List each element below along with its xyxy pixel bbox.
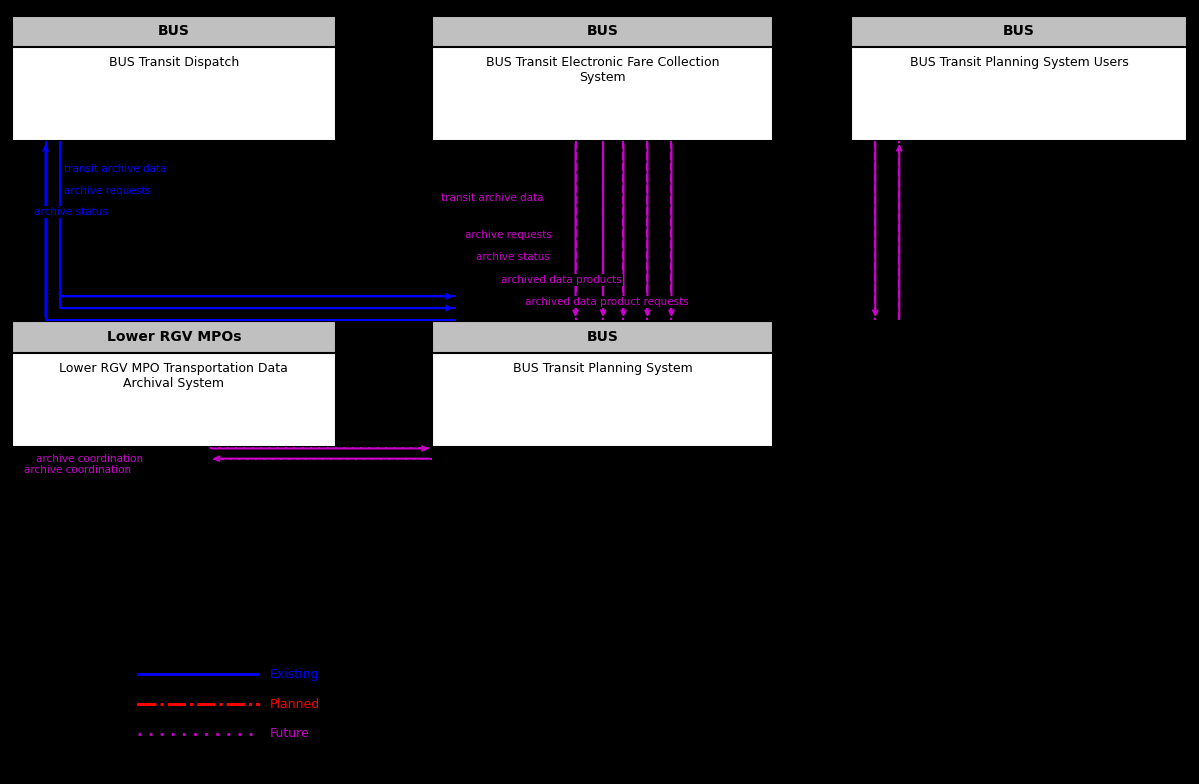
Text: transit archive data: transit archive data bbox=[441, 193, 543, 202]
Text: archive requests: archive requests bbox=[64, 186, 150, 195]
Bar bbox=[12, 321, 336, 447]
Bar bbox=[12, 16, 336, 141]
Text: transit archive data: transit archive data bbox=[64, 164, 165, 173]
Bar bbox=[432, 321, 773, 353]
Bar bbox=[851, 16, 1187, 141]
Text: BUS: BUS bbox=[586, 24, 619, 38]
Text: archive requests: archive requests bbox=[465, 230, 552, 240]
Text: archive status: archive status bbox=[476, 252, 550, 262]
Text: BUS: BUS bbox=[158, 24, 189, 38]
Bar bbox=[12, 16, 336, 47]
Text: BUS Transit Planning System: BUS Transit Planning System bbox=[513, 362, 692, 376]
Text: archived data product requests: archived data product requests bbox=[525, 297, 689, 307]
Text: Lower RGV MPO Transportation Data
Archival System: Lower RGV MPO Transportation Data Archiv… bbox=[60, 362, 288, 390]
Text: archived data products: archived data products bbox=[501, 275, 622, 285]
Bar bbox=[12, 321, 336, 353]
Text: BUS: BUS bbox=[586, 330, 619, 344]
Text: BUS Transit Planning System Users: BUS Transit Planning System Users bbox=[910, 56, 1128, 70]
Text: BUS Transit Dispatch: BUS Transit Dispatch bbox=[109, 56, 239, 70]
Text: BUS: BUS bbox=[1004, 24, 1035, 38]
Text: BUS Transit Electronic Fare Collection
System: BUS Transit Electronic Fare Collection S… bbox=[486, 56, 719, 85]
Text: Future: Future bbox=[270, 728, 309, 740]
Bar bbox=[432, 16, 773, 141]
Bar bbox=[432, 16, 773, 47]
Bar bbox=[432, 321, 773, 447]
Text: archive status: archive status bbox=[34, 207, 108, 216]
Text: Planned: Planned bbox=[270, 698, 320, 710]
Bar bbox=[851, 16, 1187, 47]
Text: Lower RGV MPOs: Lower RGV MPOs bbox=[107, 330, 241, 344]
Text: archive coordination: archive coordination bbox=[36, 454, 143, 463]
Text: Existing: Existing bbox=[270, 668, 319, 681]
Text: archive coordination: archive coordination bbox=[24, 466, 131, 475]
